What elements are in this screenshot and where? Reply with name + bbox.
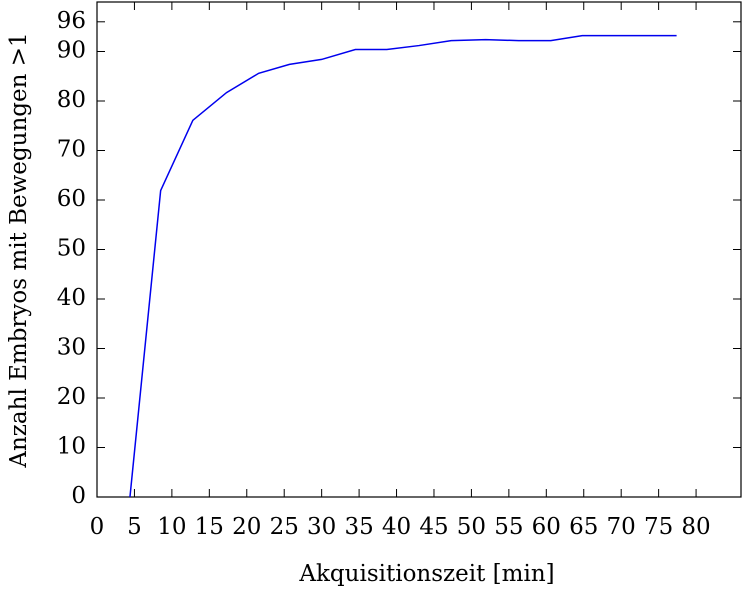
- x-tick-label: 35: [344, 514, 373, 540]
- y-tick-label: 10: [57, 434, 86, 460]
- x-tick-label: 30: [307, 514, 336, 540]
- y-tick-label: 50: [57, 236, 86, 262]
- x-tick-label: 70: [607, 514, 636, 540]
- x-tick-label: 0: [90, 514, 105, 540]
- y-tick-label: 60: [57, 186, 86, 212]
- plot-frame: [96, 1, 742, 498]
- x-tick-label: 75: [644, 514, 673, 540]
- x-tick-label: 50: [457, 514, 486, 540]
- x-axis-label: Akquisitionszeit [min]: [298, 561, 554, 587]
- x-tick-label: 40: [382, 514, 411, 540]
- y-tick-label: 80: [57, 87, 86, 113]
- x-tick-label: 80: [681, 514, 710, 540]
- y-tick-label: 96: [57, 8, 86, 34]
- y-tick-label: 70: [57, 137, 86, 163]
- x-tick-label: 25: [270, 514, 299, 540]
- x-tick-label: 65: [569, 514, 598, 540]
- x-tick-label: 20: [232, 514, 261, 540]
- x-tick-label: 45: [419, 514, 448, 540]
- y-tick-label: 0: [71, 483, 86, 509]
- x-tick-label: 60: [532, 514, 561, 540]
- x-tick-label: 15: [195, 514, 224, 540]
- data-line: [129, 34, 677, 498]
- y-tick-label: 90: [57, 38, 86, 64]
- x-tick-label: 10: [157, 514, 186, 540]
- y-tick-label: 30: [57, 335, 86, 361]
- x-tick-label: 5: [127, 514, 142, 540]
- y-tick-label: 40: [57, 285, 86, 311]
- y-axis-label: Anzahl Embryos mit Bewegungen >1: [6, 32, 32, 468]
- y-tick-label: 20: [57, 384, 86, 410]
- x-tick-label: 55: [494, 514, 523, 540]
